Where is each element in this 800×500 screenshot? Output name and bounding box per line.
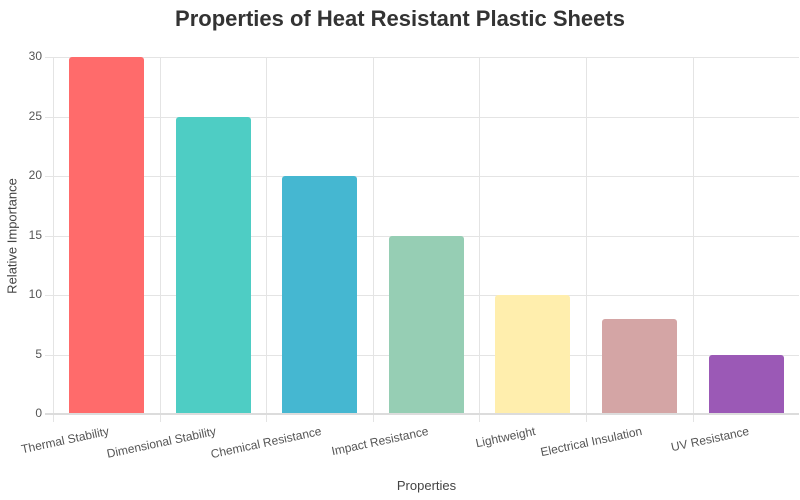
gridline-y-30 bbox=[45, 57, 799, 58]
gridline-y-20 bbox=[45, 176, 799, 177]
x-tick-label: Thermal Stability bbox=[19, 424, 110, 457]
y-axis-title: Relative Importance bbox=[4, 178, 20, 294]
y-tick-label: 0 bbox=[35, 406, 42, 420]
gridline-x-6 bbox=[692, 57, 694, 422]
y-tick-label: 20 bbox=[28, 168, 42, 182]
bar-uv-resistance[interactable] bbox=[708, 354, 784, 414]
bar-dimensional-stability[interactable] bbox=[175, 116, 251, 414]
x-tick-label: Lightweight bbox=[474, 424, 537, 451]
gridline-x-0 bbox=[53, 57, 54, 422]
bar-thermal-stability[interactable] bbox=[69, 57, 144, 414]
gridline-x-3 bbox=[372, 57, 374, 422]
plot-area bbox=[45, 57, 799, 422]
y-tick-label: 5 bbox=[35, 346, 42, 361]
gridline-x-5 bbox=[586, 57, 587, 422]
y-tick-label: 25 bbox=[28, 108, 42, 123]
bar-chemical-resistance[interactable] bbox=[282, 176, 358, 414]
x-tick-label: Chemical Resistance bbox=[209, 424, 323, 462]
bar-lightweight[interactable] bbox=[495, 295, 571, 414]
gridline-y-25 bbox=[45, 116, 799, 118]
x-tick-label: Dimensional Stability bbox=[105, 424, 217, 461]
gridline-x-4 bbox=[479, 57, 481, 422]
y-tick-label: 30 bbox=[28, 49, 42, 63]
y-tick-label: 15 bbox=[28, 227, 42, 242]
gridline-x-1 bbox=[159, 57, 161, 422]
bar-electrical-insulation[interactable] bbox=[602, 318, 677, 414]
x-tick-label: UV Resistance bbox=[669, 424, 750, 455]
x-axis-line bbox=[45, 413, 799, 415]
y-tick-label: 10 bbox=[28, 287, 42, 301]
x-axis-title: Properties bbox=[396, 478, 457, 493]
bar-impact-resistance[interactable] bbox=[388, 235, 464, 414]
x-tick-label: Electrical Insulation bbox=[538, 424, 643, 460]
x-tick-label: Impact Resistance bbox=[330, 424, 430, 459]
gridline-x-2 bbox=[266, 57, 268, 422]
chart-title: Properties of Heat Resistant Plastic She… bbox=[175, 6, 625, 31]
